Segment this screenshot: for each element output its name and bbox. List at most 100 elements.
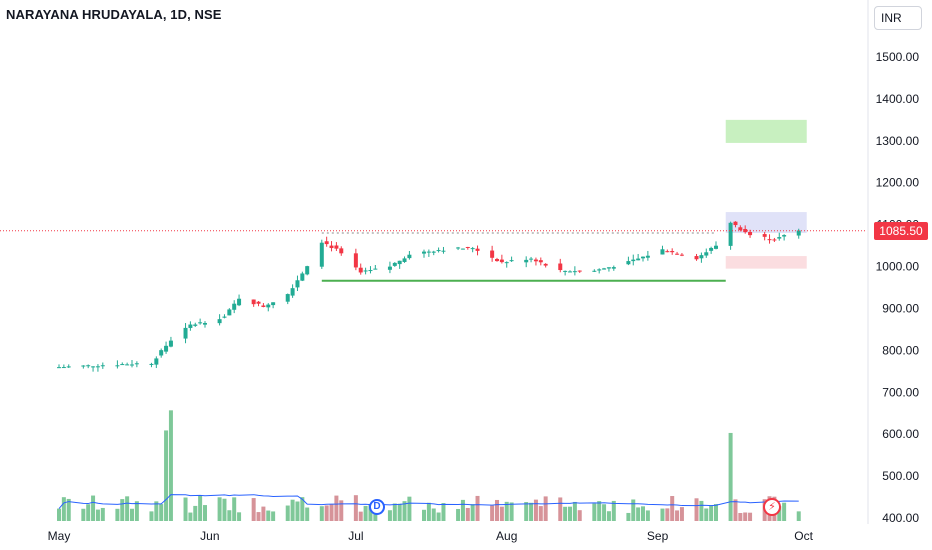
y-tick-label: 600.00	[882, 427, 919, 441]
volume-bar	[217, 497, 222, 521]
candle-body	[538, 260, 543, 263]
y-tick-label: 1000.00	[876, 260, 920, 274]
candle-body	[495, 258, 499, 262]
volume-bar	[572, 501, 577, 521]
volume-bar	[329, 504, 334, 521]
candle-body	[426, 251, 431, 253]
y-tick-label: 800.00	[882, 343, 919, 357]
volume-bar	[285, 505, 290, 521]
candle-body	[709, 247, 714, 251]
candle-body	[402, 258, 407, 262]
volume-bar	[290, 499, 295, 521]
candle-body	[436, 250, 441, 252]
volume-bar	[470, 504, 475, 521]
currency-button[interactable]: INR	[874, 6, 922, 30]
candle-body	[115, 365, 120, 367]
candle-body	[670, 250, 675, 253]
volume-bar	[227, 510, 232, 521]
candle-body	[728, 222, 733, 246]
candle-body	[699, 255, 704, 259]
volume-bar	[66, 498, 71, 521]
volume-bar	[397, 503, 402, 521]
volume-bar	[490, 505, 495, 521]
candle-body	[456, 247, 461, 249]
candle-body	[261, 305, 266, 307]
y-tick-label: 500.00	[882, 469, 919, 483]
volume-bar	[645, 510, 650, 521]
volume-bar	[168, 410, 173, 521]
candle-body	[606, 267, 611, 269]
volume-bar	[631, 499, 636, 521]
volume-bar	[154, 501, 159, 521]
volume-bar	[319, 506, 324, 521]
volume-bar	[592, 503, 597, 521]
candle-body	[387, 266, 392, 270]
volume-bar	[460, 499, 465, 521]
candle-body	[373, 268, 378, 270]
candle-body	[563, 270, 568, 272]
candle-body	[743, 229, 748, 233]
volume-bar	[660, 508, 665, 521]
candle-body	[95, 366, 100, 368]
candle-body	[704, 252, 709, 256]
candle-body	[490, 250, 495, 258]
candle-body	[217, 319, 222, 324]
volume-bar	[363, 505, 368, 521]
target-zone	[725, 119, 807, 143]
candle-body	[533, 259, 538, 262]
candle-body	[645, 255, 650, 258]
candle-body	[86, 365, 91, 367]
volume-bar	[300, 497, 305, 521]
volume-bar	[606, 511, 611, 521]
flash-icon[interactable]: ⚡	[763, 498, 781, 516]
candle-body	[407, 254, 412, 259]
candle-body	[203, 322, 207, 325]
volume-bar	[95, 509, 100, 521]
candle-body	[300, 273, 305, 281]
candle-body	[592, 270, 597, 272]
volume-bar	[198, 495, 203, 521]
candle-body	[188, 324, 193, 328]
candle-body	[168, 340, 173, 347]
volume-bar	[465, 507, 470, 521]
candle-body	[631, 259, 636, 262]
candle-body	[183, 327, 188, 339]
candle-body	[392, 262, 397, 266]
volume-bar	[475, 495, 480, 521]
candle-body	[660, 249, 665, 255]
candle-body	[285, 294, 290, 302]
volume-bar	[714, 504, 718, 521]
volume-bar	[699, 500, 704, 521]
x-tick-label: Sep	[647, 529, 669, 543]
volume-bar	[533, 499, 538, 521]
stop-zone	[725, 256, 807, 269]
volume-bar	[738, 512, 743, 521]
candle-body	[61, 367, 66, 369]
candle-body	[149, 363, 154, 365]
candle-body	[120, 364, 125, 366]
volume-bar	[436, 512, 441, 521]
volume-bar	[86, 504, 91, 521]
candle-body	[475, 248, 480, 251]
dividend-marker[interactable]: D	[369, 499, 385, 515]
candle-body	[762, 234, 767, 237]
volume-bar	[125, 496, 130, 521]
volume-bar	[563, 506, 568, 521]
candle-body	[164, 345, 169, 352]
volume-bar	[543, 496, 548, 521]
volume-bar	[529, 502, 534, 521]
y-tick-label: 400.00	[882, 511, 919, 525]
y-tick-label: 1400.00	[876, 92, 920, 106]
candle-body	[295, 280, 300, 288]
candles-layer	[57, 221, 801, 372]
volume-bar	[237, 512, 242, 521]
volume-bar	[183, 497, 188, 521]
candle-body	[441, 250, 446, 252]
candle-body	[431, 251, 436, 253]
candle-body	[358, 267, 363, 273]
levels-layer	[0, 230, 866, 282]
candle-body	[319, 242, 324, 267]
volume-bar	[115, 508, 120, 521]
candle-body	[694, 256, 699, 260]
